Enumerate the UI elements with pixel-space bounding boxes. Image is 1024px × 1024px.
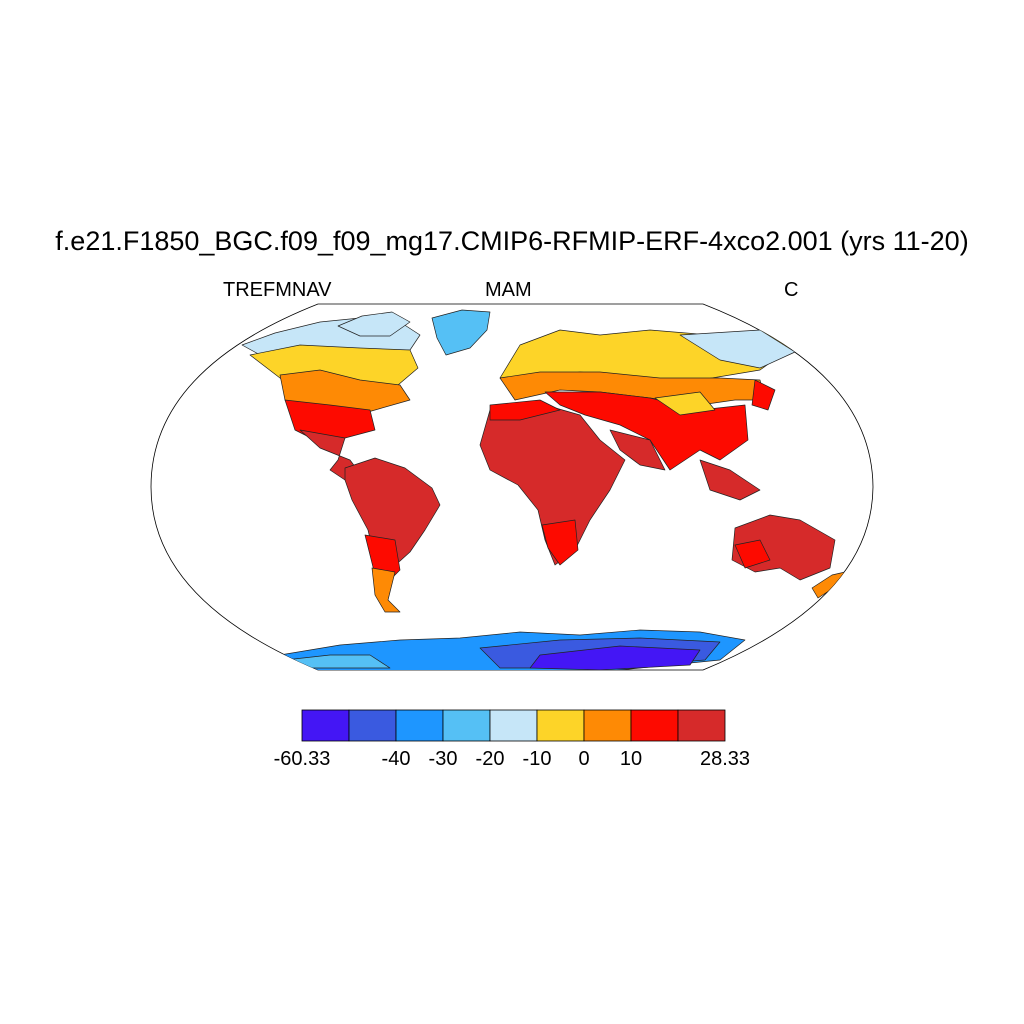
colorbar-tick-label: -20 — [475, 748, 505, 770]
map-title: f.e21.F1850_BGC.f09_f09_mg17.CMIP6-RFMIP… — [55, 226, 969, 256]
units-label: C — [784, 279, 799, 301]
season-label: MAM — [485, 279, 532, 301]
colorbar-tick-label: -30 — [428, 748, 458, 770]
south-america-region — [344, 457, 441, 613]
colorbar-tick-label: 10 — [619, 748, 643, 770]
antarctica-region — [279, 629, 746, 670]
australia-region — [731, 514, 846, 599]
colorbar-tick-label: -60.33 — [273, 748, 331, 770]
colorbar-tick-label: -10 — [522, 748, 552, 770]
colorbar-tick-label: -40 — [381, 748, 411, 770]
colorbar-tick-label: 0 — [578, 748, 590, 770]
colorbar-tick-label: 28.33 — [699, 748, 751, 770]
variable-label: TREFMNAV — [223, 279, 332, 301]
eurasia-region — [499, 329, 796, 501]
africa-region — [479, 399, 626, 566]
